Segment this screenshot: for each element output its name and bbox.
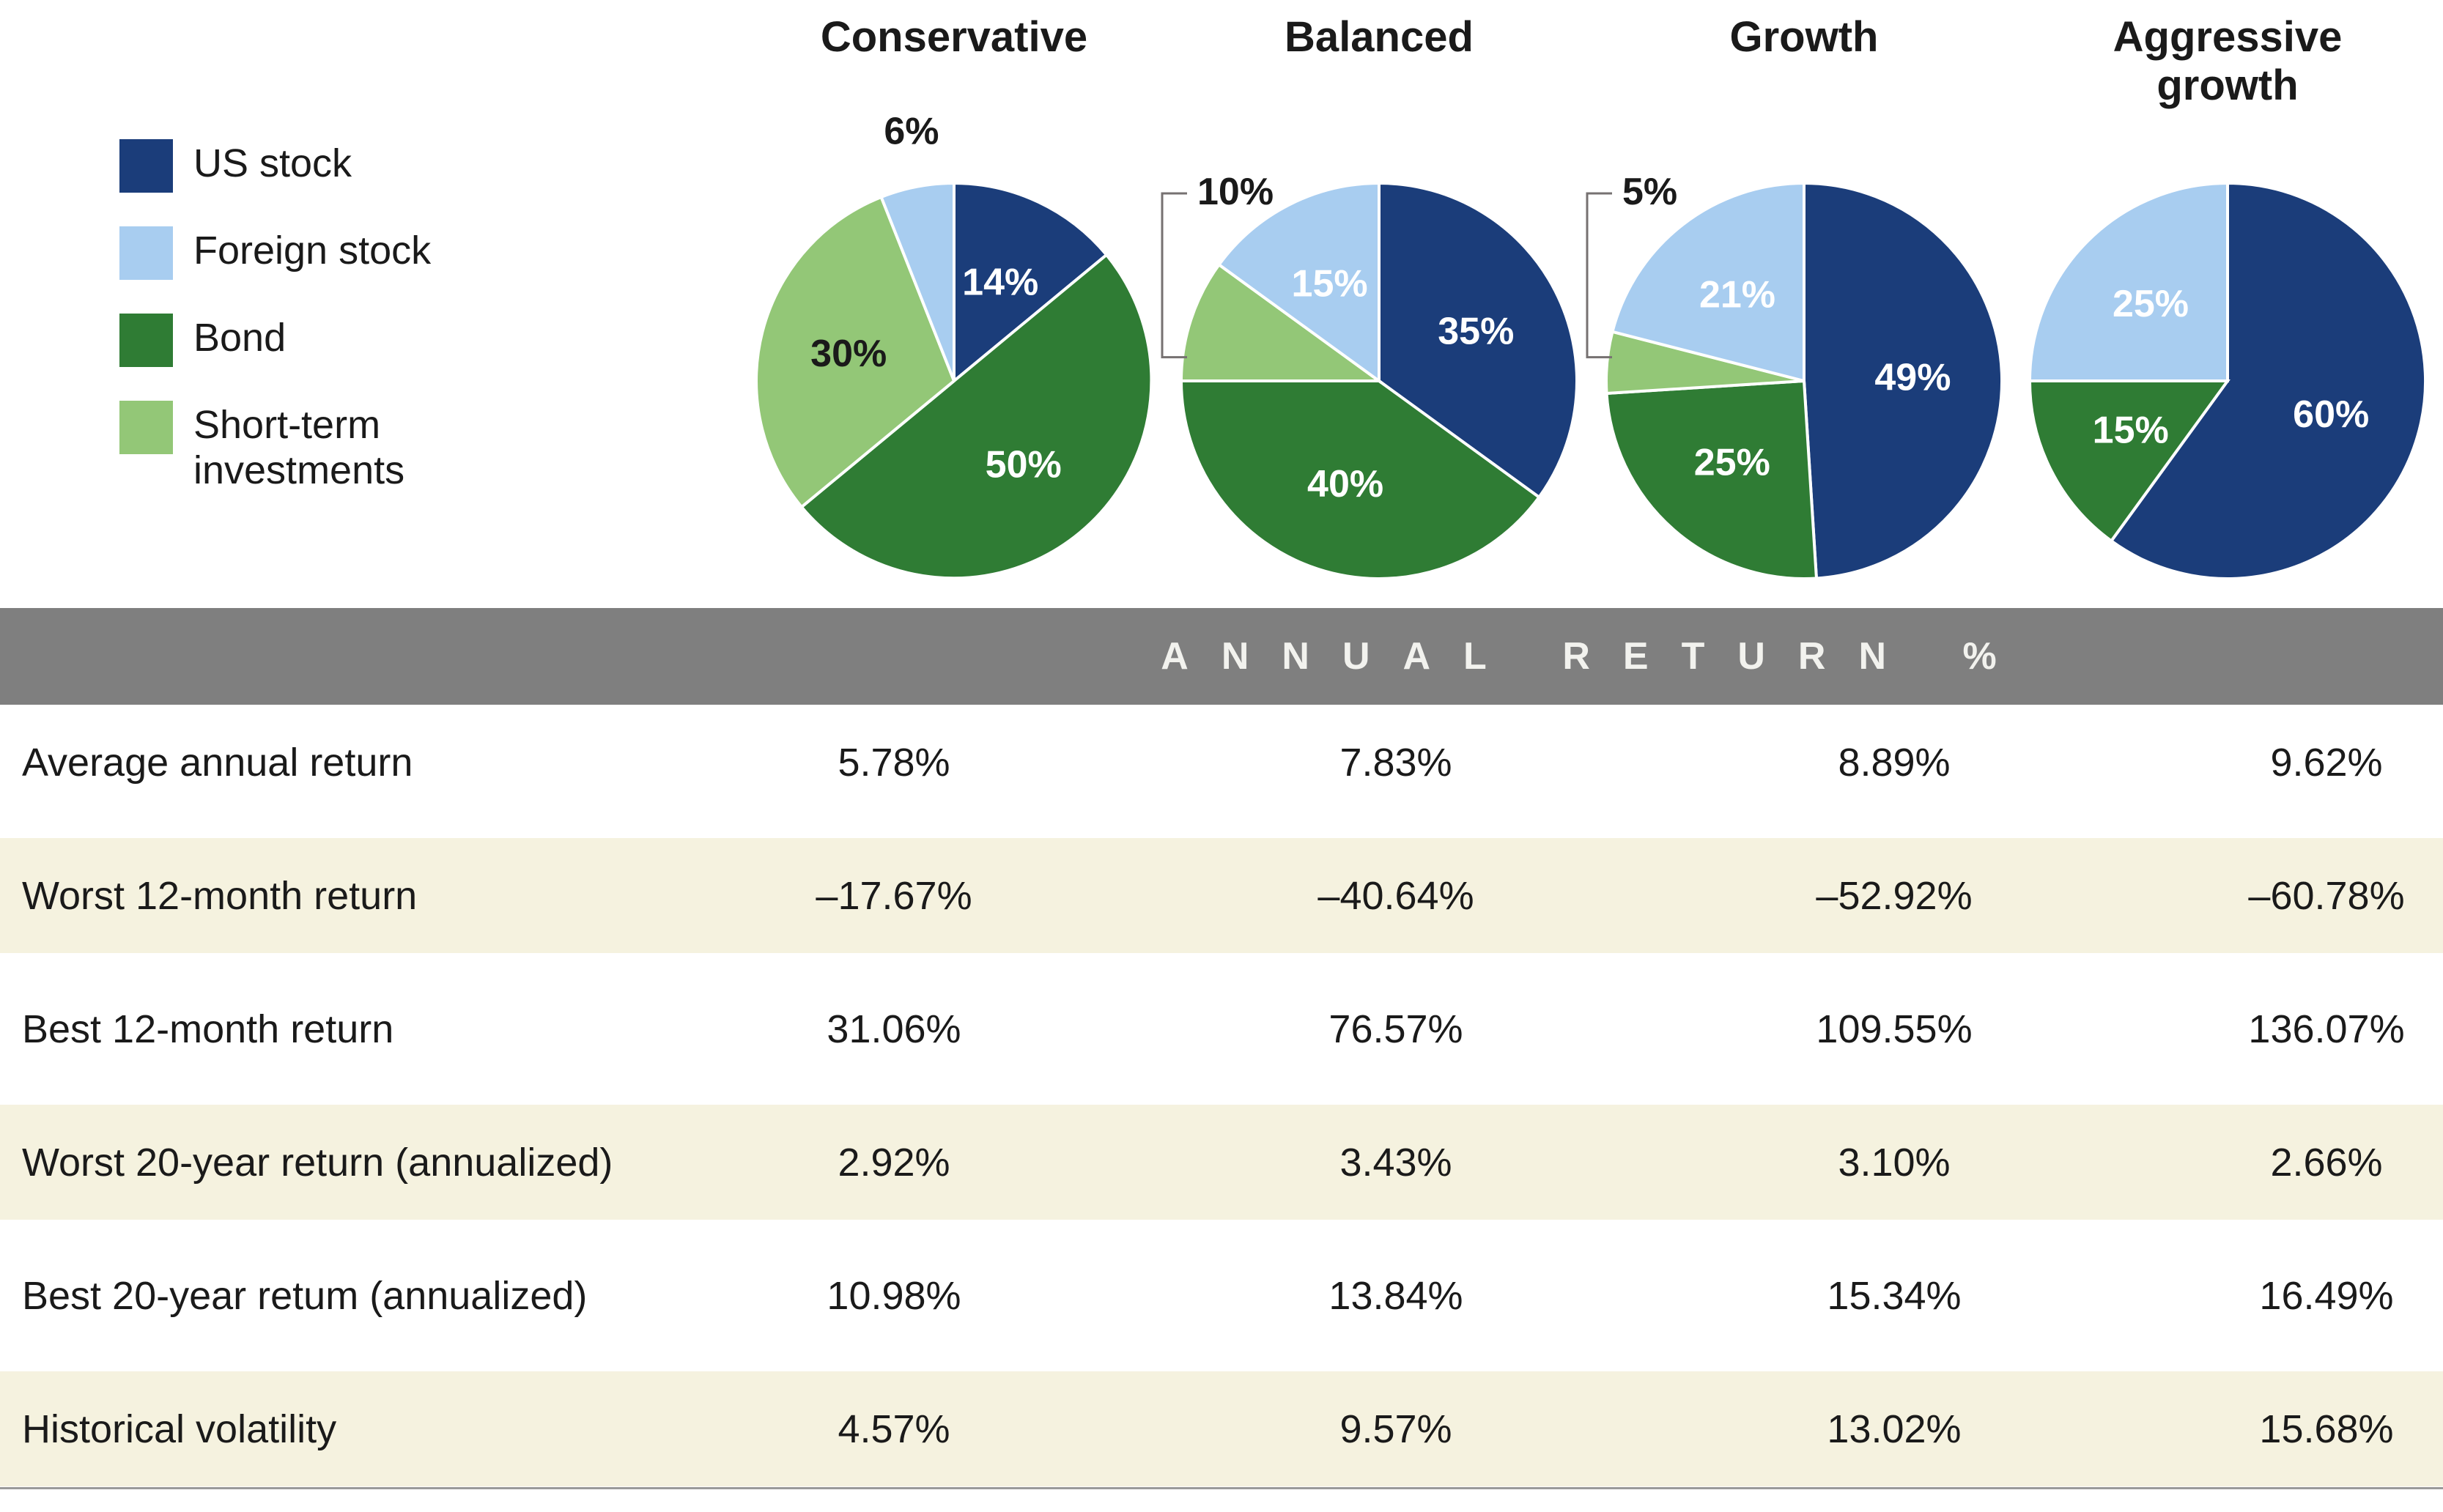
svg-text:40%: 40%: [1307, 463, 1383, 505]
svg-text:14%: 14%: [962, 262, 1038, 304]
svg-text:35%: 35%: [1438, 311, 1514, 353]
svg-text:10%: 10%: [1197, 171, 1274, 213]
svg-text:21%: 21%: [1699, 274, 1775, 316]
svg-text:49%: 49%: [1874, 356, 1951, 399]
svg-text:50%: 50%: [986, 443, 1062, 486]
svg-text:5%: 5%: [1622, 171, 1677, 213]
svg-text:15%: 15%: [1292, 263, 1368, 305]
svg-text:15%: 15%: [2093, 409, 2169, 451]
svg-text:6%: 6%: [884, 111, 939, 153]
svg-text:60%: 60%: [2293, 393, 2369, 436]
svg-text:25%: 25%: [2113, 283, 2189, 325]
svg-text:25%: 25%: [1694, 441, 1770, 483]
svg-text:30%: 30%: [810, 333, 887, 375]
